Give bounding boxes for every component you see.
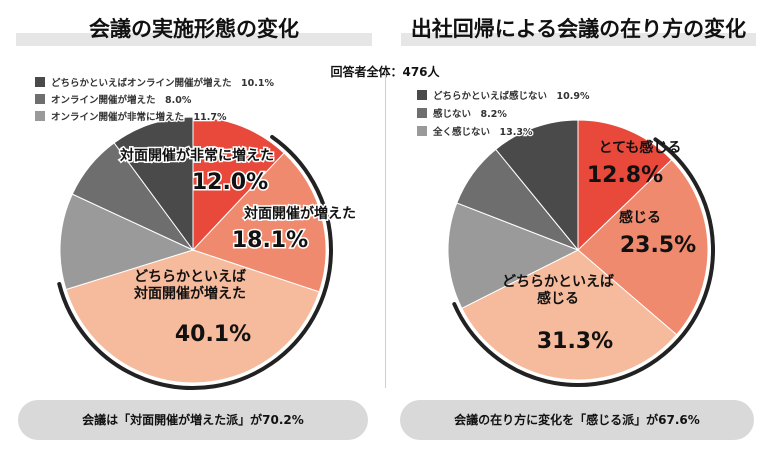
pie-slice <box>192 152 327 293</box>
slice-label: どちらかといえば <box>134 269 246 285</box>
left-pie-chart: 対面開催が非常に増えた12.0%対面開催が増えた18.1%どちらかといえば対面開… <box>35 76 358 390</box>
legend-swatch <box>417 90 427 100</box>
slice-value-label: 40.1% <box>175 322 251 347</box>
legend-swatch <box>35 111 45 121</box>
legend-label: 全く感じない 13.3% <box>432 126 533 138</box>
slice-value-label: 31.3% <box>537 329 613 354</box>
legend-label: どちらかといえば感じない 10.9% <box>433 90 590 102</box>
slice-value-label: 23.5% <box>620 233 696 258</box>
slice-label: 感じる <box>537 290 579 307</box>
legend-label: 感じない 8.2% <box>433 108 507 120</box>
slice-value-label: 12.0% <box>192 170 268 195</box>
pie-slice <box>59 193 195 291</box>
pie-slice <box>495 119 579 252</box>
left-chart-title: 会議の実施形態の変化 <box>16 14 372 46</box>
right-chart-title-text: 出社回帰による会議の在り方の変化 <box>410 17 747 41</box>
legend-swatch <box>417 108 427 118</box>
slice-label: どちらかといえば <box>502 274 614 290</box>
title-underline <box>16 33 372 46</box>
slice-value-label: 18.1% <box>232 228 308 253</box>
legend-swatch <box>35 94 45 104</box>
legend-label: どちらかといえばオンライン開催が増えた 10.1% <box>51 77 274 89</box>
pie-slice <box>113 116 194 252</box>
title-underline <box>401 33 756 46</box>
pie-slice <box>447 202 580 309</box>
legend-label: オンライン開催が非常に増えた 11.7% <box>51 111 227 123</box>
group-highlight-arc <box>452 137 715 387</box>
pie-slice <box>461 249 678 381</box>
legend-swatch <box>417 126 427 136</box>
slice-label: 対面開催が非常に増えた <box>119 147 274 164</box>
pie-slice <box>577 159 709 336</box>
legend-swatch <box>35 77 45 87</box>
pie-slice <box>577 119 673 252</box>
slice-label: 対面開催が増えた <box>133 285 246 302</box>
right-chart-title: 出社回帰による会議の在り方の変化 <box>401 14 756 46</box>
right-pie-chart: とても感じる12.8%感じる23.5%どちらかといえば感じる31.3%どちらかと… <box>417 89 715 387</box>
slice-label: とても感じる <box>599 139 682 156</box>
panel-divider <box>385 70 386 388</box>
legend-label: オンライン開催が増えた 8.0% <box>51 94 192 106</box>
right-summary-pill: 会議の在り方に変化を「感じる派」が67.6% <box>400 400 754 440</box>
slice-value-label: 12.8% <box>587 163 663 188</box>
left-chart-title-text: 会議の実施形態の変化 <box>89 17 299 41</box>
pie-slice <box>65 249 320 384</box>
slice-label: 感じる <box>619 209 661 226</box>
pie-slice <box>192 116 285 252</box>
group-highlight-arc <box>57 134 333 390</box>
left-summary-pill: 会議は「対面開催が増えた派」が70.2% <box>18 400 368 440</box>
slice-label: 対面開催が増えた <box>243 205 356 222</box>
